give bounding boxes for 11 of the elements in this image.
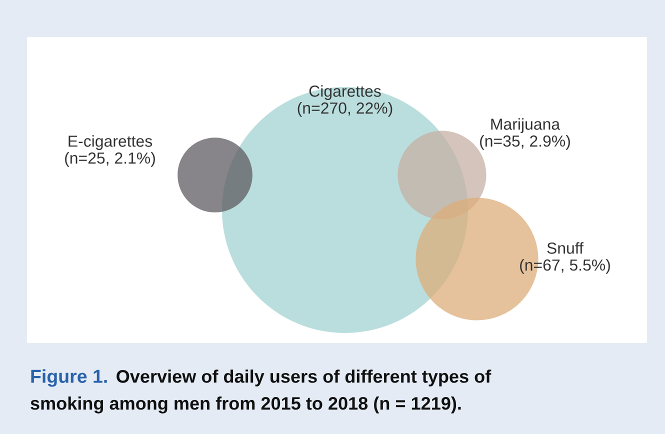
category-label: E-cigarettes	[68, 135, 152, 150]
data-label: (n=67, 5.5%)	[520, 259, 610, 274]
data-label: (n=25, 2.1%)	[65, 152, 155, 167]
data-label: (n=35, 2.9%)	[480, 135, 570, 150]
category-label: Marijuana	[491, 118, 560, 133]
caption: Figure 1.	[31, 369, 107, 387]
text: smoking among men from 2015 to 2018 (n = 1219).	[30, 396, 461, 414]
category-label: Cigarettes	[309, 85, 381, 100]
category-label: Snuff	[547, 242, 584, 254]
data-label: (n=270, 22%)	[298, 102, 392, 117]
text: Overview of daily users of different types of	[116, 370, 492, 386]
